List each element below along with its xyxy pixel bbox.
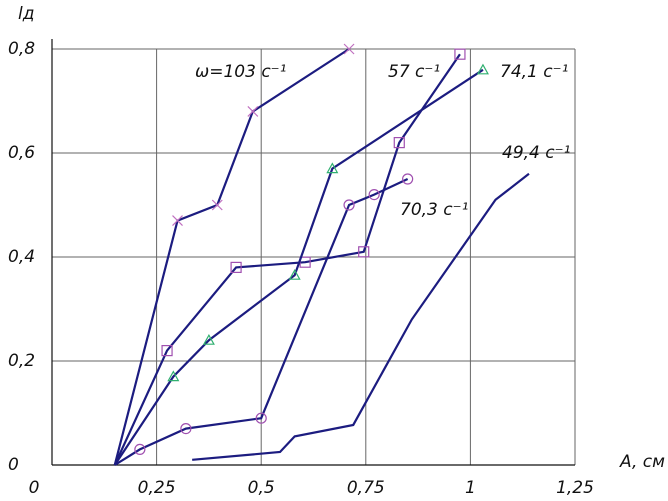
- y-tick-label: 0,6: [8, 143, 35, 163]
- marker: [202, 333, 215, 345]
- y-tick-label: 0,4: [8, 247, 35, 267]
- series-label: ω=103 c⁻¹: [195, 62, 286, 82]
- marker: [288, 268, 301, 280]
- marker: [358, 246, 370, 258]
- series-line: [113, 53, 461, 466]
- marker: [402, 173, 414, 185]
- marker: [326, 162, 339, 174]
- x-axis-label: A, см: [619, 452, 665, 472]
- marker: [393, 137, 405, 149]
- marker: [180, 423, 192, 435]
- marker: [167, 370, 180, 382]
- y-tick-label: 0,2: [8, 351, 35, 371]
- marker: [343, 43, 355, 55]
- x-tick-label: 1: [465, 478, 476, 498]
- x-tick-label: 0,75: [347, 478, 385, 498]
- series-line: [113, 68, 484, 466]
- marker: [134, 443, 146, 455]
- y-tick-label: 0,8: [8, 39, 35, 59]
- y-tick-label: 0: [8, 455, 19, 475]
- marker: [476, 63, 489, 75]
- marker: [343, 199, 355, 211]
- series-label: 57 c⁻¹: [388, 62, 440, 82]
- marker: [172, 215, 183, 227]
- marker: [368, 189, 380, 201]
- marker: [230, 261, 242, 273]
- series-label: 70,3 c⁻¹: [400, 200, 468, 220]
- x-tick-label: 0,5: [248, 478, 275, 498]
- series-line: [192, 172, 530, 461]
- x-tick-label: 0,25: [138, 478, 176, 498]
- marker: [255, 412, 267, 424]
- series-label: 49,4 c⁻¹: [502, 143, 570, 163]
- series-label: 74,1 c⁻¹: [500, 62, 568, 82]
- x-tick-label: 0: [29, 478, 40, 498]
- marker: [247, 105, 259, 117]
- marker: [454, 48, 466, 60]
- x-tick-label: 1,25: [556, 478, 594, 498]
- marker: [211, 199, 223, 211]
- series-line: [114, 178, 409, 466]
- marker: [161, 345, 173, 357]
- y-axis-label: lд: [18, 4, 34, 24]
